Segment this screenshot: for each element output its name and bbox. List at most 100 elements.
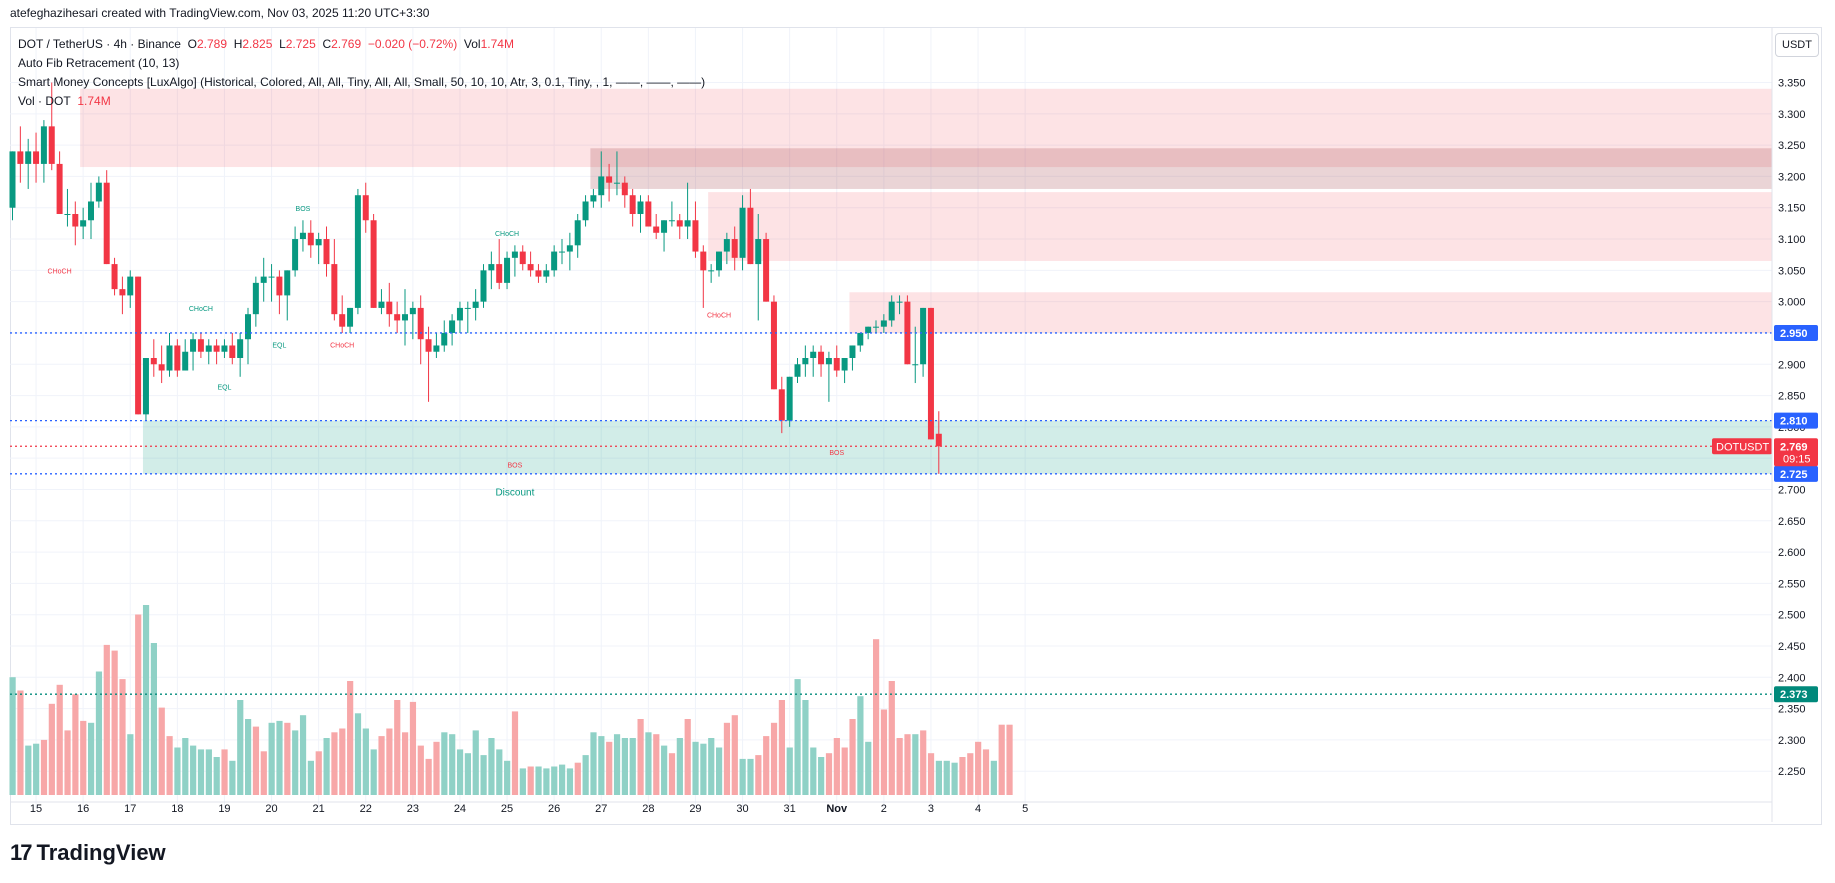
tradingview-logo[interactable]: 17 TradingView [10,840,166,866]
volume-bar [739,758,746,795]
candle-body [354,195,361,308]
candle-body [519,251,526,265]
low-value: 2.725 [285,37,316,51]
time-tick-label: 17 [124,803,136,815]
volume-bar [197,749,205,795]
volume-bar [417,745,424,795]
time-tick-label: 28 [642,803,654,815]
candle-body [252,282,259,315]
candle-body [64,214,71,215]
candle-body [166,345,173,371]
time-tick-label: 22 [360,803,372,815]
candle-body [684,220,691,227]
volume-bar [504,760,511,795]
volume-bar [190,745,197,795]
candle-body [402,314,408,321]
indicator-volume[interactable]: Vol · DOT 1.74M [18,92,705,111]
time-tick-label: 21 [313,803,325,815]
candle-body [645,201,652,227]
indicator-smc[interactable]: Smart Money Concepts [LuxAlgo] (Historic… [18,75,706,89]
volume-bar [959,757,966,795]
volume-bar [763,736,770,795]
candle-body [362,195,369,221]
zone-supply [849,292,1772,333]
volume-bar [331,732,338,795]
candle-body [456,307,463,321]
candle-body [9,151,16,208]
candle-body [849,345,856,358]
open-value: 2.789 [196,37,228,51]
candle-body [394,314,401,321]
volume-bar [841,747,848,795]
candle-body [25,151,32,164]
structure-label: CHoCH [189,306,213,313]
candle-body [755,239,762,265]
volume-bar [88,722,95,795]
time-tick-label: 16 [77,803,89,815]
volume-bar [496,749,503,795]
candle-body [205,345,212,352]
volume-bar [606,741,613,795]
volume-bar [111,650,118,795]
volume-bar [25,745,32,795]
candle-body [857,332,864,346]
candle-body [763,239,770,302]
candle-body [700,251,707,271]
candle-body [190,339,197,352]
candle-body [17,151,24,164]
candle-body [920,307,927,365]
volume-bar [912,734,919,795]
volume-bar [794,679,801,795]
volume-bar [676,738,683,795]
volume-bar [723,722,731,795]
symbol-label[interactable]: DOT / TetherUS · 4h · Binance [18,37,181,51]
volume-bar [896,738,903,795]
close-value: 2.769 [331,37,362,51]
candle-body [818,351,825,365]
volume-bar [456,749,464,795]
volume-bar [629,738,636,795]
volume-bar [543,768,550,795]
candle-body [629,195,636,214]
candle-body [637,201,644,214]
price-badge [1774,324,1818,341]
time-tick-label: 19 [218,803,230,815]
volume-bar [951,762,958,795]
candle-body [708,270,715,272]
volume-bar [480,755,487,795]
candle-body [527,264,534,271]
chart-legend: DOT / TetherUS · 4h · Binance O2.789 H2.… [18,35,705,111]
indicator-fib[interactable]: Auto Fib Retracement (10, 13) [18,56,180,70]
time-tick-label: 26 [548,803,560,815]
candle-body [480,270,487,302]
volume-bar [849,719,856,795]
volume-bar [566,768,574,795]
countdown-label: 09:15 [1783,453,1811,465]
candle-body [543,270,550,277]
candle-body [260,276,267,283]
volume-bar [276,720,283,795]
volume-bar [362,728,369,795]
volume-bar [315,751,322,795]
symbol-badge-label: DOTUSDT [1716,441,1769,453]
candle-body [888,301,895,321]
low-label: L [279,37,286,51]
volume-bar [802,700,809,795]
candle-body [904,301,911,365]
currency-button[interactable]: USDT [1775,33,1819,57]
volume-bar [668,753,676,795]
structure-label: EQL [272,342,286,349]
candle-body [825,358,832,365]
structure-label: CHoCH [48,268,72,275]
volume-bar [927,753,935,795]
zone-supply [708,192,1772,261]
symbol-row[interactable]: DOT / TetherUS · 4h · Binance O2.789 H2.… [18,35,705,54]
candle-body [370,220,377,308]
volume-bar [40,739,48,795]
candle-body [912,364,919,366]
volume-bar [441,732,448,795]
price-tick-label: 2.700 [1778,484,1806,496]
volume-bar [323,738,330,795]
price-tick-label: 3.300 [1778,109,1806,121]
